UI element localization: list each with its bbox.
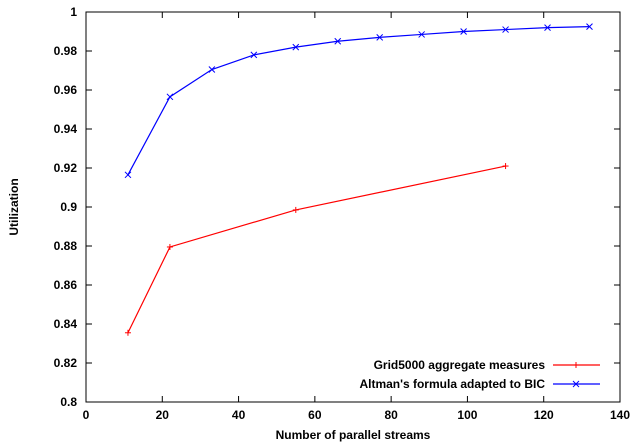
x-tick-label: 120 xyxy=(534,408,554,422)
marker-stroke xyxy=(572,380,580,388)
marker-stroke xyxy=(544,24,551,31)
data-point-altman xyxy=(166,93,174,101)
plot-frame xyxy=(85,11,621,403)
axis-ticks xyxy=(85,11,621,403)
y-tick-label: 0.86 xyxy=(54,278,78,292)
x-tick-label: 140 xyxy=(610,408,630,422)
data-point-altman xyxy=(544,24,551,31)
data-point-grid5000 xyxy=(124,329,131,336)
series-line-altman xyxy=(127,26,590,176)
data-point-altman xyxy=(250,51,258,59)
y-tick-label: 0.8 xyxy=(60,395,77,409)
y-tick-labels: 0.8 0.82 0.84 0.86 0.88 0.9 0.92 0.94 0.96 0.98 1 xyxy=(54,5,78,409)
marker-stroke xyxy=(166,93,174,101)
marker-stroke xyxy=(460,28,467,35)
y-tick-label: 0.84 xyxy=(54,317,78,331)
legend-label-altman: Altman's formula adapted to BIC xyxy=(359,377,545,391)
data-point-altman xyxy=(376,33,384,41)
x-tick-label: 0 xyxy=(83,408,90,422)
x-tick-label: 60 xyxy=(308,408,322,422)
y-axis-title: Utilization xyxy=(7,178,21,235)
data-point-grid5000 xyxy=(166,243,173,250)
marker-stroke xyxy=(334,37,342,45)
y-tick-label: 0.96 xyxy=(54,83,78,97)
marker-stroke xyxy=(250,51,258,59)
legend: Grid5000 aggregate measures Altman's form… xyxy=(359,358,600,391)
y-tick-label: 0.82 xyxy=(54,356,78,370)
series-group xyxy=(124,23,593,336)
y-tick-label: 0.88 xyxy=(54,239,78,253)
data-point-altman xyxy=(334,37,342,45)
data-point-altman xyxy=(460,28,467,35)
data-point-altman xyxy=(502,26,509,33)
y-tick-label: 0.9 xyxy=(60,200,77,214)
marker-stroke xyxy=(208,66,216,73)
marker-stroke xyxy=(586,23,593,30)
data-point-grid5000 xyxy=(502,163,509,170)
x-axis-title: Number of parallel streams xyxy=(276,428,431,442)
marker-stroke xyxy=(502,26,509,33)
x-tick-label: 80 xyxy=(384,408,398,422)
legend-marker-grid5000 xyxy=(573,362,579,368)
marker-stroke xyxy=(418,31,426,38)
legend-label-grid5000: Grid5000 aggregate measures xyxy=(374,358,546,372)
data-point-altman xyxy=(586,23,593,30)
x-tick-label: 40 xyxy=(232,408,246,422)
x-tick-label: 100 xyxy=(457,408,477,422)
data-point-altman xyxy=(292,43,300,51)
marker-stroke xyxy=(124,171,132,179)
data-point-altman xyxy=(124,171,132,179)
x-tick-label: 20 xyxy=(156,408,170,422)
legend-marker-altman xyxy=(572,380,580,388)
data-point-altman xyxy=(418,31,426,38)
data-point-altman xyxy=(208,66,216,73)
y-tick-label: 0.92 xyxy=(54,161,78,175)
data-point-grid5000 xyxy=(292,206,299,213)
marker-stroke xyxy=(292,43,300,51)
y-tick-label: 0.98 xyxy=(54,44,78,58)
y-tick-label: 0.94 xyxy=(54,122,78,136)
y-tick-label: 1 xyxy=(70,5,77,19)
x-tick-labels: 0 20 40 60 80 100 120 140 xyxy=(83,408,631,422)
marker-stroke xyxy=(376,33,384,41)
series-line-grid5000 xyxy=(127,165,506,334)
